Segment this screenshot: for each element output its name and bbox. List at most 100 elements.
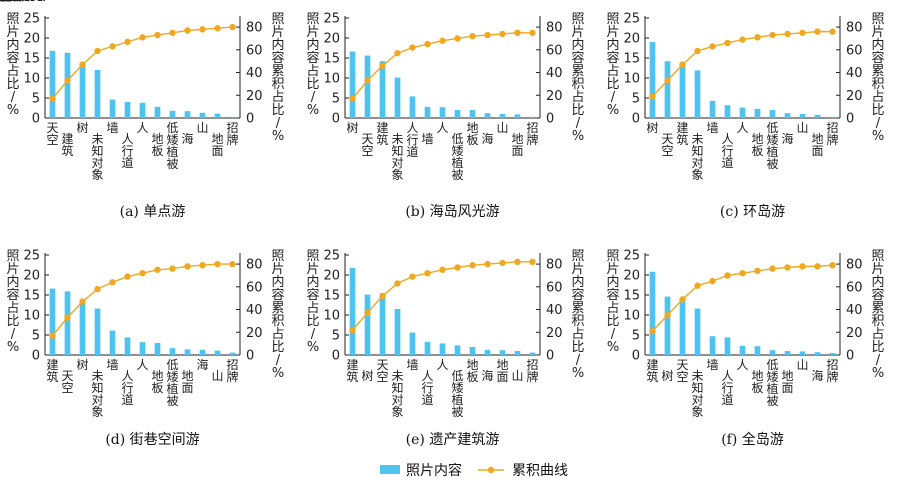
left-tick-label: 5 [332, 329, 340, 344]
right-axis-title: 照片内容累积占比/%照片内容累积占比/% [0, 0, 885, 381]
bar [94, 308, 101, 355]
left-tick-label: 20 [623, 269, 640, 284]
cumulative-point [229, 23, 236, 31]
cumulative-point [484, 260, 491, 268]
cumulative-point [154, 266, 161, 273]
left-tick-label: 15 [323, 289, 340, 304]
cumulative-point [664, 77, 671, 84]
cumulative-point [424, 40, 431, 48]
left-tick-label: 0 [632, 112, 640, 127]
bar [394, 309, 401, 355]
cumulative-point [229, 260, 236, 268]
cumulative-point [784, 30, 791, 38]
cumulative-point [424, 269, 431, 277]
left-tick-label: 5 [32, 329, 40, 344]
left-tick-label: 15 [23, 52, 40, 67]
category-label: 招牌招牌 [0, 0, 839, 384]
bar [514, 114, 521, 118]
left-tick-label: 25 [23, 249, 40, 264]
right-tick-label: 80 [546, 21, 563, 36]
legend-bar-swatch [380, 465, 400, 474]
cumulative-point [184, 263, 191, 270]
category-label: 墙墙 [0, 0, 419, 372]
left-tick-label: 20 [323, 269, 340, 284]
legend-bar-label: 照片内容 [406, 462, 462, 479]
cumulative-point [124, 38, 131, 46]
bar [229, 352, 236, 355]
bar [169, 348, 176, 355]
panel-caption: (a) 单点游 [120, 204, 186, 220]
bar [469, 347, 476, 355]
category-label: 山山 [0, 0, 809, 135]
bar [169, 110, 176, 118]
bar [664, 296, 671, 355]
bar [484, 349, 491, 355]
bar [439, 343, 446, 355]
right-tick-label: 80 [846, 258, 863, 273]
bar [379, 61, 386, 118]
right-tick-label: 0 [546, 112, 554, 127]
bar [49, 50, 56, 118]
cumulative-point [724, 39, 731, 47]
legend-line-label: 累积曲线 [512, 463, 568, 479]
bar [454, 345, 461, 355]
cumulative-point [829, 262, 836, 269]
bar [64, 291, 71, 355]
right-tick-label: 40 [546, 303, 563, 318]
bar [124, 337, 131, 355]
cumulative-point [709, 43, 716, 50]
right-tick-label: 80 [246, 258, 263, 273]
left-tick-label: 10 [323, 72, 340, 87]
cumulative-point [169, 265, 176, 272]
bar [694, 308, 701, 355]
bar [184, 111, 191, 118]
right-tick-label: 60 [546, 43, 563, 58]
chart-panel-5: 0510152025020406080建筑建筑树树天空天空未知对象未知对象墙墙人… [0, 0, 585, 448]
cumulative-point [109, 43, 116, 50]
right-tick-label: 20 [846, 89, 863, 104]
left-tick-label: 25 [323, 12, 340, 27]
cumulative-point [349, 326, 356, 334]
cumulative-point [409, 273, 416, 280]
cumulative-point [694, 47, 701, 55]
category-label: 低矮植被低矮植被 [0, 0, 779, 408]
bar [739, 107, 746, 118]
category-label: 未知对象未知对象 [0, 0, 404, 419]
right-tick-label: 60 [546, 280, 563, 295]
cumulative-point [454, 35, 461, 42]
bar [199, 349, 206, 355]
cumulative-point [64, 314, 71, 321]
cumulative-point [814, 28, 821, 35]
bar [469, 110, 476, 118]
cumulative-point [529, 258, 536, 266]
cumulative-point [829, 28, 836, 35]
left-tick-label: 20 [323, 32, 340, 47]
cumulative-point [169, 29, 176, 36]
left-tick-label: 10 [23, 72, 40, 87]
cumulative-point [439, 37, 446, 44]
cumulative-point [394, 280, 401, 287]
bar [199, 112, 206, 118]
cumulative-point [94, 47, 101, 55]
bar [139, 102, 146, 118]
bar [124, 102, 131, 118]
bar [499, 350, 506, 355]
bar [769, 350, 776, 355]
cumulative-point [499, 30, 506, 38]
bar [424, 341, 431, 355]
cumulative-point [454, 264, 461, 271]
left-tick-label: 25 [623, 249, 640, 264]
left-tick-label: 0 [632, 349, 640, 364]
cumulative-point [124, 273, 131, 280]
cumulative-point [94, 285, 101, 293]
bar [724, 337, 731, 355]
cumulative-point [409, 44, 416, 51]
bar [424, 106, 431, 118]
category-label: 建筑建筑 [0, 0, 689, 147]
right-tick-label: 40 [246, 303, 263, 318]
chart-panel-4: 0510152025020406080建筑建筑天空天空树树未知对象未知对象墙墙人… [0, 0, 285, 448]
bar [814, 114, 821, 118]
cumulative-point [79, 298, 86, 305]
cumulative-point [679, 296, 686, 303]
cumulative-point [514, 258, 521, 266]
